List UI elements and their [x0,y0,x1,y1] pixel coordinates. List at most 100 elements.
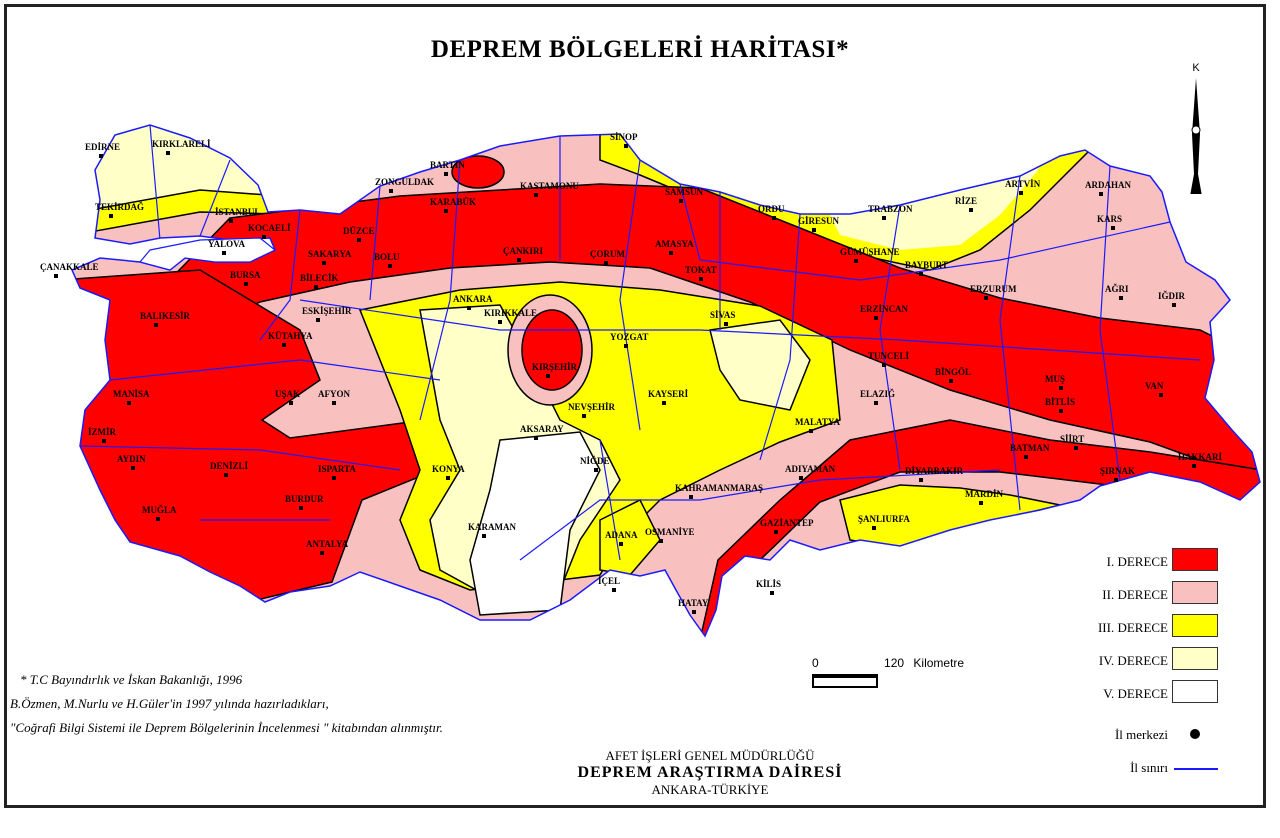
city-center-marker [669,251,673,255]
city-center-marker [109,214,113,218]
city-label: MUŞ [1045,374,1065,384]
city-label: BİLECİK [300,273,339,283]
province-border-line [879,204,901,471]
city-center-marker [444,209,448,213]
city-center-marker [949,379,953,383]
source-note: * T.C Bayındırlık ve İskan Bakanlığı, 19… [20,672,243,687]
city-label: ARDAHAN [1085,180,1131,190]
city-center-marker [534,436,538,440]
legend-capital: İl merkezi [1050,721,1220,754]
city-center-marker [322,261,326,265]
city-center-marker [282,343,286,347]
city-label: ERZURUM [970,284,1017,294]
city-center-marker [154,323,158,327]
city-label: KİLİS [756,579,782,589]
map-title: DEPREM BÖLGELERİ HARİTASI* [430,36,850,63]
province-border-line [149,125,161,241]
legend-item: I. DERECE [1050,548,1220,581]
city-label: BURDUR [285,494,324,504]
province-border-line [79,445,401,471]
city-center-marker [102,439,106,443]
city-label: ÇANKIRI [503,246,544,256]
province-border-line [369,185,381,301]
city-center-marker [1159,393,1163,397]
city-center-marker [127,401,131,405]
city-center-marker [1192,464,1196,468]
city-center-marker [482,534,486,538]
city-center-marker [222,251,226,255]
province-border-line [759,213,801,461]
authors-note: B.Özmen, M.Nurlu ve H.Güler'in 1997 yılı… [10,696,329,711]
city-label: BAYBURT [905,260,948,270]
city-center-marker [166,151,170,155]
city-label: AKSARAY [520,424,564,434]
city-label: BALIKESİR [140,311,191,321]
city-center-marker [156,517,160,521]
city-label: EDİRNE [85,142,121,152]
city-center-marker [882,216,886,220]
city-center-marker [979,501,983,505]
city-center-marker [692,610,696,614]
city-center-marker [582,414,586,418]
scale-unit: Kilometre [913,656,965,670]
city-center-marker [289,401,293,405]
legend-swatch [1172,647,1218,670]
province-border-line [619,159,641,431]
province-border-line [109,359,441,381]
city-center-marker [1074,446,1078,450]
zone-1-area [699,419,1260,636]
province-border-line [259,209,301,341]
city-label: ANTALYA [306,539,349,549]
city-label: ADIYAMAN [785,464,836,474]
capital-dot-icon [1190,729,1200,739]
city-center-marker [799,476,803,480]
city-label: İZMİR [88,427,117,437]
legend-swatch [1172,548,1218,571]
city-label: SAKARYA [308,249,352,259]
legend-label: III. DERECE [1097,620,1168,635]
city-label: İÇEL [598,576,621,586]
city-label: KARABÜK [430,197,477,207]
city-center-marker [604,261,608,265]
city-center-marker [1119,296,1123,300]
province-border-line [199,159,231,237]
city-label: BİTLİS [1045,397,1076,407]
city-label: BARTIN [430,160,465,170]
city-label: TUNCELİ [868,351,910,361]
marmara-sea [138,237,277,271]
city-label: MUĞLA [142,505,177,515]
city-center-marker [699,277,703,281]
legend-swatch [1172,581,1218,604]
city-center-marker [984,296,988,300]
city-label: ISPARTA [318,464,356,474]
city-center-marker [1114,478,1118,482]
city-label: KASTAMONU [520,181,579,191]
legend-item: V. DERECE [1050,680,1220,713]
city-label: NİĞDE [580,456,610,466]
city-center-marker [812,228,816,232]
city-label: BATMAN [1010,443,1050,453]
city-label: ARTVİN [1005,179,1041,189]
city-label: ADANA [605,530,638,540]
city-label: KARS [1097,214,1123,224]
city-center-marker [624,344,628,348]
city-center-marker [446,476,450,480]
city-label: DENİZLİ [210,461,249,471]
city-center-marker [262,235,266,239]
city-center-marker [882,363,886,367]
province-border-line [419,159,461,421]
city-center-marker [389,189,393,193]
city-center-marker [874,401,878,405]
city-center-marker [619,542,623,546]
city-center-marker [1059,386,1063,390]
legend-label: II. DERECE [1102,587,1168,602]
city-center-marker [320,551,324,555]
legend-item: II. DERECE [1050,581,1220,614]
city-label: IĞDIR [1158,291,1186,301]
city-center-marker [357,238,361,242]
scale-start: 0 [812,656,819,670]
city-label: ANKARA [453,294,493,304]
city-label: ERZİNCAN [860,304,909,314]
city-label: NEVŞEHİR [568,402,616,412]
city-label: KAYSERİ [648,389,689,399]
